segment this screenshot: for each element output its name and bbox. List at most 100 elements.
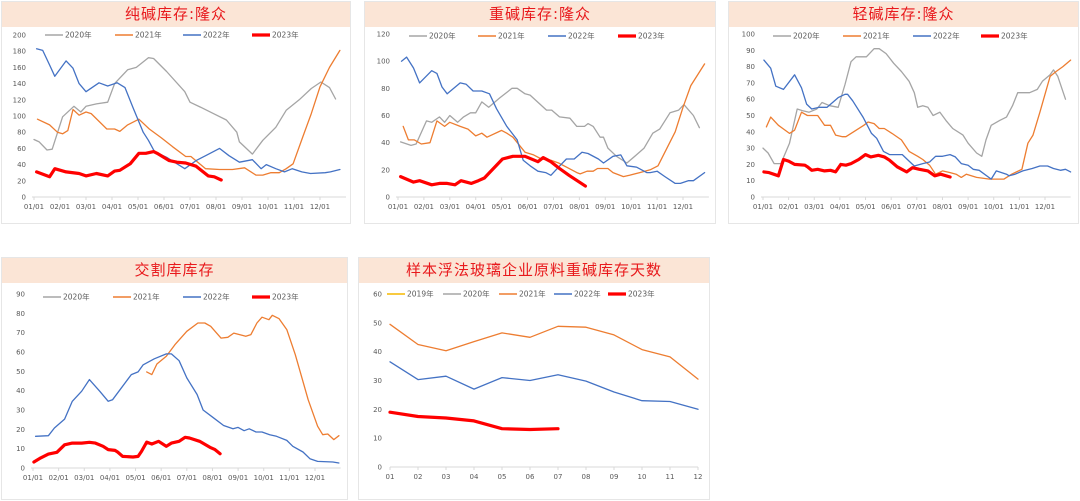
chart-0: 0 20 40 60 80 100 120 140 160 180 200 01/01 02/01 03/… (13, 30, 346, 211)
x-tick-label: 11/01 (284, 203, 304, 211)
series-line-2022 (389, 361, 699, 410)
y-tick-label: 20 (381, 166, 390, 174)
x-tick-label: 05/01 (855, 203, 875, 211)
y-tick-label: 20 (17, 177, 26, 185)
y-tick-label: 70 (16, 329, 25, 337)
x-tick-label: 05/01 (128, 203, 148, 211)
series-line-2021 (402, 63, 706, 178)
y-tick-label: 0 (378, 464, 382, 472)
x-tick-label: 07/01 (907, 203, 927, 211)
legend-label: 2022年 (933, 31, 960, 41)
y-tick-label: 120 (13, 96, 26, 104)
y-tick-label: 20 (373, 406, 382, 414)
x-tick-label: 02 (414, 473, 423, 481)
y-tick-label: 90 (16, 291, 25, 299)
x-tick-label: 12/01 (673, 203, 693, 211)
chart-1: 0 20 40 60 80 100 120 01/01 02/01 03/01 04/01 05/01… (377, 31, 709, 211)
legend-label: 2020年 (793, 31, 820, 41)
legend-label: 2020年 (63, 292, 90, 302)
x-tick-label: 09/01 (232, 203, 252, 211)
legend-label: 2021年 (133, 292, 160, 302)
x-tick-label: 12/01 (1035, 203, 1055, 211)
x-tick-label: 10/01 (621, 203, 641, 211)
series-line-2023 (32, 435, 222, 464)
x-tick-label: 04 (470, 473, 479, 481)
legend-label: 2022年 (568, 31, 595, 41)
x-tick-label: 06 (526, 473, 535, 481)
x-tick-label: 01/01 (753, 203, 773, 211)
x-tick-label: 02/01 (49, 474, 69, 482)
y-tick-label: 40 (16, 387, 25, 395)
series-line-2022 (400, 56, 706, 185)
y-tick-label: 100 (13, 113, 26, 121)
y-tick-label: 40 (17, 161, 26, 169)
series-line-2021 (389, 323, 699, 380)
y-tick-label: 20 (746, 161, 755, 169)
chart-2: 0 10 20 30 40 50 60 70 80 90 100 01/01 02/01 03/01 04/… (742, 31, 1072, 211)
legend-label: 2021年 (498, 31, 525, 41)
legend-label: 2021年 (863, 31, 890, 41)
x-tick-label: 07/01 (543, 203, 563, 211)
x-tick-label: 06/01 (881, 203, 901, 211)
chart-panel-soda-ash-inventory: 纯碱库存:隆众 (1, 1, 351, 224)
x-tick-label: 01 (386, 473, 395, 481)
x-tick-label: 04/01 (102, 203, 122, 211)
legend-label: 2020年 (463, 289, 490, 299)
y-tick-label: 30 (746, 145, 755, 153)
x-tick-label: 01/01 (23, 474, 43, 482)
x-tick-label: 03/01 (76, 203, 96, 211)
chart-panel-light-soda-inventory: 轻碱库存:隆众 (728, 1, 1079, 224)
chart-panel-dense-soda-inventory: 重碱库存:隆众 (364, 1, 716, 224)
x-tick-label: 01/01 (24, 203, 44, 211)
legend-label: 2022年 (574, 289, 601, 299)
chart-title: 样本浮法玻璃企业原料重碱库存天数 (359, 258, 709, 283)
y-tick-label: 80 (16, 310, 25, 318)
y-tick-label: 70 (746, 79, 755, 87)
legend-label: 2023年 (1001, 31, 1028, 41)
series-line-2021 (765, 59, 1072, 180)
series-line-2022 (34, 353, 340, 464)
series-line-2023 (34, 150, 223, 182)
x-tick-label: 10/01 (984, 203, 1004, 211)
x-tick-label: 11/01 (647, 203, 667, 211)
x-tick-label: 05/01 (492, 203, 512, 211)
chart-title: 纯碱库存:隆众 (2, 2, 350, 27)
y-tick-label: 20 (16, 426, 25, 434)
chart-3: 0 10 20 30 40 50 60 70 80 90 01/01 02/01 03/01 04/01 0… (16, 291, 341, 482)
x-tick-label: 10/01 (254, 474, 274, 482)
x-tick-label: 04/01 (466, 203, 486, 211)
y-tick-label: 0 (386, 194, 390, 202)
series-line-2023 (388, 410, 560, 432)
y-tick-label: 0 (21, 465, 25, 473)
y-tick-label: 30 (373, 377, 382, 385)
x-tick-label: 09/01 (595, 203, 615, 211)
x-tick-label: 12/01 (310, 203, 330, 211)
x-tick-label: 03/01 (440, 203, 460, 211)
x-tick-label: 11/01 (279, 474, 299, 482)
series-line-2023 (399, 154, 588, 188)
x-tick-label: 08/01 (202, 474, 222, 482)
x-tick-label: 12 (694, 473, 703, 481)
x-tick-label: 09/01 (228, 474, 248, 482)
y-tick-label: 0 (22, 194, 26, 202)
x-tick-label: 08/01 (569, 203, 589, 211)
x-tick-label: 07/01 (177, 474, 197, 482)
y-tick-label: 60 (373, 291, 382, 299)
legend-label: 2023年 (638, 31, 665, 41)
x-tick-label: 06/01 (151, 474, 171, 482)
y-tick-label: 30 (16, 407, 25, 415)
x-tick-label: 04/01 (830, 203, 850, 211)
x-tick-label: 11 (666, 473, 675, 481)
legend-label: 2019年 (407, 289, 434, 299)
y-tick-label: 80 (746, 63, 755, 71)
legend-label: 2023年 (272, 30, 299, 40)
y-tick-label: 60 (381, 112, 390, 120)
x-tick-label: 02/01 (779, 203, 799, 211)
x-tick-label: 08/01 (206, 203, 226, 211)
x-tick-label: 02/01 (414, 203, 434, 211)
chart-title: 交割库库存 (2, 258, 347, 283)
series-line-2020 (33, 57, 337, 155)
legend-label: 2020年 (429, 31, 456, 41)
legend-label: 2020年 (65, 30, 92, 40)
x-tick-label: 08 (582, 473, 591, 481)
